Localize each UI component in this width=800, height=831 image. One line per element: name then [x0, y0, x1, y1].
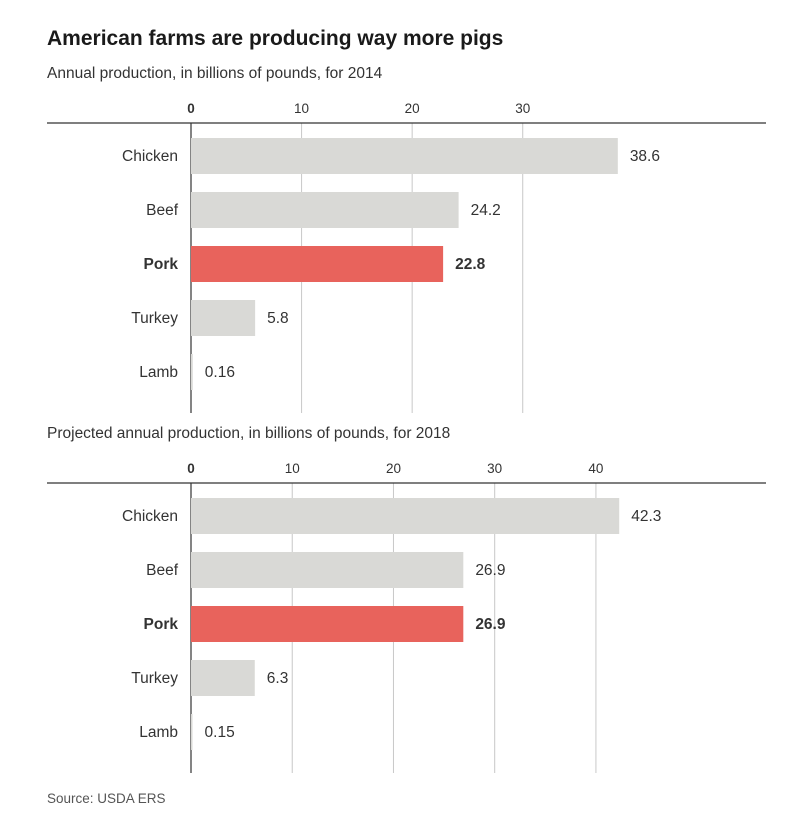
bar-pork — [191, 606, 464, 642]
value-label: 24.2 — [471, 202, 501, 219]
bar-beef — [191, 552, 464, 588]
value-label: 26.9 — [475, 616, 506, 633]
chart-2-subtitle: Projected annual production, in billions… — [47, 425, 451, 442]
category-label: Beef — [146, 562, 179, 579]
bar-lamb — [191, 354, 193, 390]
bar-turkey — [191, 300, 256, 336]
value-label: 42.3 — [631, 508, 661, 525]
chart-1-subtitle: Annual production, in billions of pounds… — [47, 65, 383, 82]
tick-label: 30 — [515, 101, 530, 116]
category-label: Pork — [144, 256, 179, 273]
bar-chicken — [191, 498, 620, 534]
source-note: Source: USDA ERS — [47, 791, 166, 806]
tick-label: 40 — [588, 461, 603, 476]
value-label: 6.3 — [267, 670, 289, 687]
bar-pork — [191, 246, 444, 282]
tick-label: 30 — [487, 461, 502, 476]
chart-2014: 0 10 20 30 Chicken 38.6 Beef 24.2 Pork 22.8 Turkey… — [47, 101, 766, 413]
category-label: Lamb — [139, 724, 178, 741]
tick-label: 20 — [405, 101, 420, 116]
tick-label: 10 — [285, 461, 300, 476]
tick-label: 0 — [187, 461, 195, 476]
value-label: 0.15 — [205, 724, 235, 741]
category-label: Chicken — [122, 508, 178, 525]
tick-label: 10 — [294, 101, 309, 116]
bar-turkey — [191, 660, 255, 696]
value-label: 38.6 — [630, 148, 660, 165]
tick-label: 20 — [386, 461, 401, 476]
tick-label: 0 — [187, 101, 195, 116]
category-label: Beef — [146, 202, 179, 219]
bar-chicken — [191, 138, 618, 174]
bar-beef — [191, 192, 459, 228]
value-label: 5.8 — [267, 310, 289, 327]
value-label: 22.8 — [455, 256, 486, 273]
bar-lamb — [191, 714, 193, 750]
category-label: Lamb — [139, 364, 178, 381]
category-label: Chicken — [122, 148, 178, 165]
category-label: Pork — [144, 616, 179, 633]
value-label: 0.16 — [205, 364, 235, 381]
chart-2018: 0 10 20 30 40 Chicken 42.3 Beef 26.9 Pork 26.9 Turk… — [47, 461, 766, 773]
category-label: Turkey — [131, 310, 178, 327]
chart-title: American farms are producing way more pi… — [47, 27, 504, 50]
category-label: Turkey — [131, 670, 178, 687]
value-label: 26.9 — [475, 562, 505, 579]
